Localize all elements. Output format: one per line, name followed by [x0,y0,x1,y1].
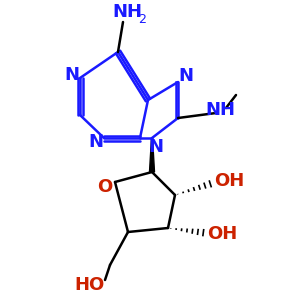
Text: N: N [64,66,80,84]
Polygon shape [149,138,154,172]
Text: NH: NH [112,3,142,21]
Text: O: O [98,178,112,196]
Text: $_2$: $_2$ [137,8,146,26]
Text: OH: OH [214,172,244,190]
Text: HO: HO [74,276,104,294]
Text: N: N [88,133,104,151]
Text: N: N [178,67,194,85]
Text: NH: NH [205,101,235,119]
Text: OH: OH [207,225,237,243]
Text: N: N [148,138,164,156]
